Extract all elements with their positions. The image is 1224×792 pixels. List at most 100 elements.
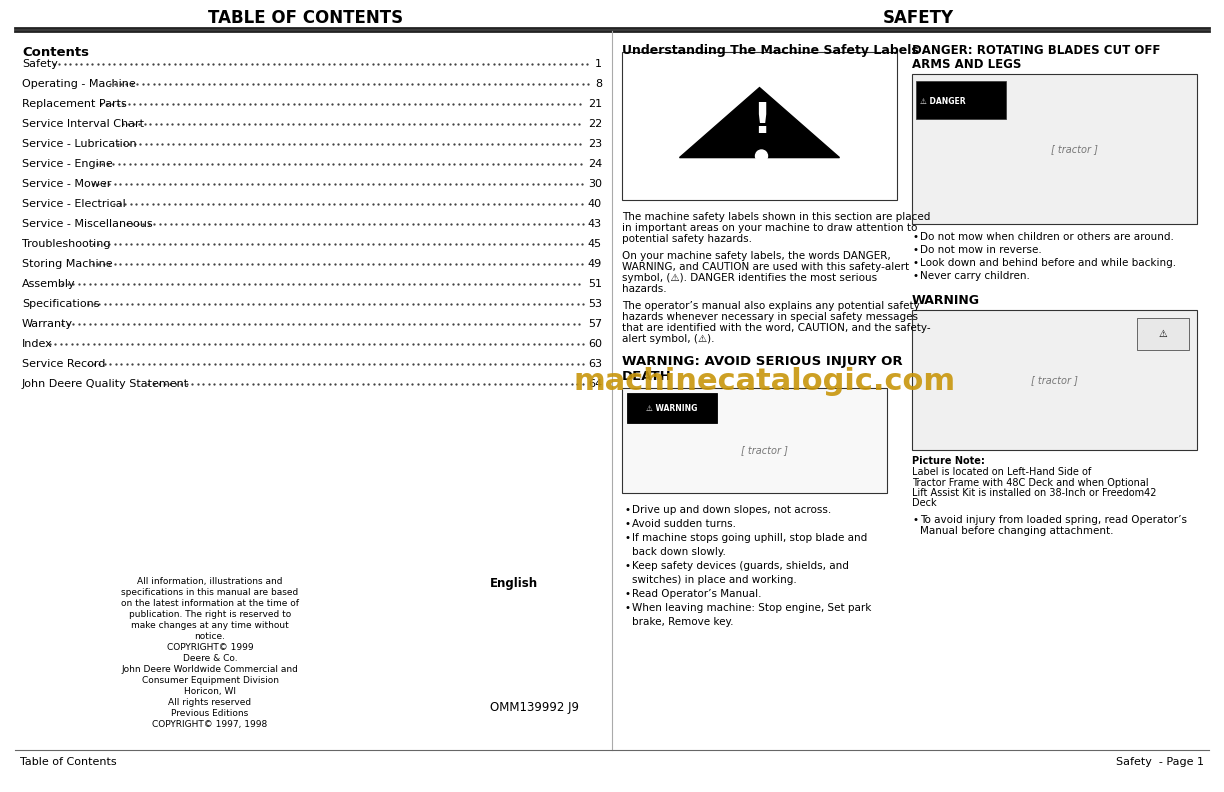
- Bar: [627, 393, 717, 423]
- Text: The operator’s manual also explains any potential safety: The operator’s manual also explains any …: [622, 301, 919, 311]
- Text: Do not mow when children or others are around.: Do not mow when children or others are a…: [920, 232, 1174, 242]
- Text: potential safety hazards.: potential safety hazards.: [622, 234, 752, 244]
- Text: •: •: [912, 258, 918, 268]
- Text: Keep safety devices (guards, shields, and: Keep safety devices (guards, shields, an…: [632, 561, 849, 571]
- Text: !: !: [752, 100, 771, 142]
- Text: Safety: Safety: [22, 59, 58, 69]
- Text: machinecatalogic.com: machinecatalogic.com: [574, 367, 956, 397]
- Text: COPYRIGHT© 1999: COPYRIGHT© 1999: [166, 643, 253, 652]
- Text: •: •: [624, 589, 630, 599]
- Text: To avoid injury from loaded spring, read Operator’s: To avoid injury from loaded spring, read…: [920, 515, 1187, 525]
- Text: 64: 64: [588, 379, 602, 389]
- Text: 8: 8: [595, 79, 602, 89]
- Text: John Deere Quality Statement: John Deere Quality Statement: [22, 379, 190, 389]
- Text: Drive up and down slopes, not across.: Drive up and down slopes, not across.: [632, 505, 831, 515]
- Text: specifications in this manual are based: specifications in this manual are based: [121, 588, 299, 597]
- Text: Look down and behind before and while backing.: Look down and behind before and while ba…: [920, 258, 1176, 268]
- Text: Specifications: Specifications: [22, 299, 99, 309]
- Text: Assembly: Assembly: [22, 279, 76, 289]
- Text: Troubleshooting: Troubleshooting: [22, 239, 110, 249]
- Text: ⚠ DANGER: ⚠ DANGER: [920, 97, 966, 105]
- Text: Avoid sudden turns.: Avoid sudden turns.: [632, 519, 736, 529]
- Text: Storing Machine: Storing Machine: [22, 259, 113, 269]
- Text: John Deere Worldwide Commercial and: John Deere Worldwide Commercial and: [121, 665, 299, 674]
- Text: If machine stops going uphill, stop blade and: If machine stops going uphill, stop blad…: [632, 533, 868, 543]
- Bar: [912, 310, 1197, 450]
- Text: Manual before changing attachment.: Manual before changing attachment.: [920, 526, 1114, 536]
- Text: DEATH: DEATH: [622, 370, 672, 383]
- Text: Table of Contents: Table of Contents: [20, 757, 116, 767]
- Text: make changes at any time without: make changes at any time without: [131, 621, 289, 630]
- Text: Picture Note:: Picture Note:: [912, 456, 985, 466]
- Text: Never carry children.: Never carry children.: [920, 271, 1029, 281]
- Bar: [912, 74, 1197, 224]
- Text: 24: 24: [588, 159, 602, 169]
- Text: DANGER: ROTATING BLADES CUT OFF: DANGER: ROTATING BLADES CUT OFF: [912, 44, 1160, 57]
- Text: WARNING, and CAUTION are used with this safety-alert: WARNING, and CAUTION are used with this …: [622, 262, 909, 272]
- Text: brake, Remove key.: brake, Remove key.: [632, 617, 733, 627]
- Text: 53: 53: [588, 299, 602, 309]
- Text: Tractor Frame with 48C Deck and when Optional: Tractor Frame with 48C Deck and when Opt…: [912, 478, 1148, 488]
- Text: on the latest information at the time of: on the latest information at the time of: [121, 599, 299, 608]
- Text: Previous Editions: Previous Editions: [171, 709, 248, 718]
- Text: that are identified with the word, CAUTION, and the safety-: that are identified with the word, CAUTI…: [622, 323, 930, 333]
- Text: Service Record: Service Record: [22, 359, 105, 369]
- Bar: [622, 52, 897, 200]
- Text: ARMS AND LEGS: ARMS AND LEGS: [912, 58, 1021, 71]
- Text: On your machine safety labels, the words DANGER,: On your machine safety labels, the words…: [622, 251, 891, 261]
- Text: All information, illustrations and: All information, illustrations and: [137, 577, 283, 586]
- Text: in important areas on your machine to draw attention to: in important areas on your machine to dr…: [622, 223, 917, 233]
- Text: symbol, (⚠). DANGER identifies the most serious: symbol, (⚠). DANGER identifies the most …: [622, 273, 878, 283]
- Text: COPYRIGHT© 1997, 1998: COPYRIGHT© 1997, 1998: [152, 720, 268, 729]
- Bar: [1137, 318, 1189, 350]
- Text: [ tractor ]: [ tractor ]: [1031, 375, 1078, 385]
- Text: 43: 43: [588, 219, 602, 229]
- Text: 51: 51: [588, 279, 602, 289]
- Text: When leaving machine: Stop engine, Set park: When leaving machine: Stop engine, Set p…: [632, 603, 871, 613]
- Text: Service - Electrical: Service - Electrical: [22, 199, 126, 209]
- Text: •: •: [624, 533, 630, 543]
- Text: 40: 40: [588, 199, 602, 209]
- Text: English: English: [490, 577, 539, 590]
- Text: Do not mow in reverse.: Do not mow in reverse.: [920, 245, 1042, 255]
- Text: Horicon, WI: Horicon, WI: [184, 687, 236, 696]
- Text: WARNING: AVOID SERIOUS INJURY OR: WARNING: AVOID SERIOUS INJURY OR: [622, 355, 902, 368]
- Text: OMM139992 J9: OMM139992 J9: [490, 700, 579, 714]
- Polygon shape: [679, 88, 840, 158]
- Text: ⚠ WARNING: ⚠ WARNING: [646, 403, 698, 413]
- Text: •: •: [912, 515, 918, 525]
- Text: 21: 21: [588, 99, 602, 109]
- Text: All rights reserved: All rights reserved: [169, 698, 252, 707]
- Text: Warranty: Warranty: [22, 319, 73, 329]
- Bar: [916, 81, 1006, 119]
- Text: Index: Index: [22, 339, 53, 349]
- Text: Safety  - Page 1: Safety - Page 1: [1116, 757, 1204, 767]
- Text: •: •: [624, 603, 630, 613]
- Text: Operating - Machine: Operating - Machine: [22, 79, 136, 89]
- Text: Service - Mower: Service - Mower: [22, 179, 111, 189]
- Bar: [622, 388, 887, 493]
- Text: TABLE OF CONTENTS: TABLE OF CONTENTS: [208, 9, 404, 27]
- Text: Lift Assist Kit is installed on 38-Inch or Freedom42: Lift Assist Kit is installed on 38-Inch …: [912, 488, 1157, 498]
- Text: •: •: [912, 245, 918, 255]
- Circle shape: [755, 150, 767, 162]
- Text: Service - Engine: Service - Engine: [22, 159, 113, 169]
- Text: Consumer Equipment Division: Consumer Equipment Division: [142, 676, 279, 685]
- Text: •: •: [624, 519, 630, 529]
- Text: Deere & Co.: Deere & Co.: [182, 654, 237, 663]
- Text: •: •: [912, 232, 918, 242]
- Text: Service - Lubrication: Service - Lubrication: [22, 139, 137, 149]
- Text: ⚠: ⚠: [1159, 329, 1168, 339]
- Text: 23: 23: [588, 139, 602, 149]
- Text: 45: 45: [588, 239, 602, 249]
- Text: The machine safety labels shown in this section are placed: The machine safety labels shown in this …: [622, 212, 930, 222]
- Text: publication. The right is reserved to: publication. The right is reserved to: [129, 610, 291, 619]
- Text: •: •: [624, 561, 630, 571]
- Text: SAFETY: SAFETY: [883, 9, 953, 27]
- Text: hazards.: hazards.: [622, 284, 667, 294]
- Text: back down slowly.: back down slowly.: [632, 547, 726, 557]
- Text: Service - Miscellaneous: Service - Miscellaneous: [22, 219, 153, 229]
- Text: 57: 57: [588, 319, 602, 329]
- Text: •: •: [912, 271, 918, 281]
- Text: notice.: notice.: [195, 632, 225, 641]
